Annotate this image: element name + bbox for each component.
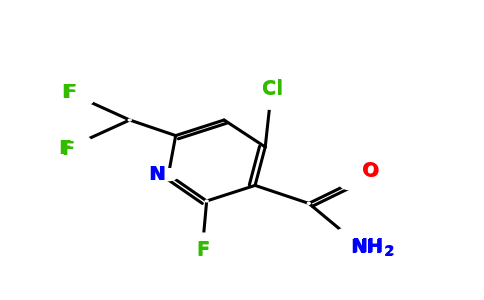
Text: Cl: Cl (262, 80, 283, 99)
Text: NH: NH (350, 238, 383, 257)
Circle shape (76, 94, 93, 105)
Circle shape (195, 233, 212, 244)
Circle shape (128, 119, 131, 121)
Text: O: O (363, 162, 379, 181)
Text: F: F (61, 140, 75, 159)
Circle shape (259, 96, 281, 109)
Text: F: F (61, 83, 75, 103)
Circle shape (205, 200, 208, 202)
Circle shape (340, 178, 359, 190)
Text: 2: 2 (385, 244, 395, 258)
Text: N: N (148, 165, 165, 184)
Text: F: F (197, 241, 210, 260)
Text: F: F (59, 139, 72, 158)
Circle shape (335, 228, 360, 243)
Text: Cl: Cl (262, 79, 283, 98)
Text: F: F (63, 82, 77, 102)
Circle shape (159, 169, 178, 181)
Circle shape (307, 202, 310, 204)
Text: NH: NH (351, 237, 384, 256)
Text: N: N (150, 165, 166, 184)
Text: F: F (197, 240, 210, 260)
Circle shape (74, 136, 91, 147)
Text: O: O (362, 161, 378, 181)
Text: 2: 2 (384, 245, 393, 259)
